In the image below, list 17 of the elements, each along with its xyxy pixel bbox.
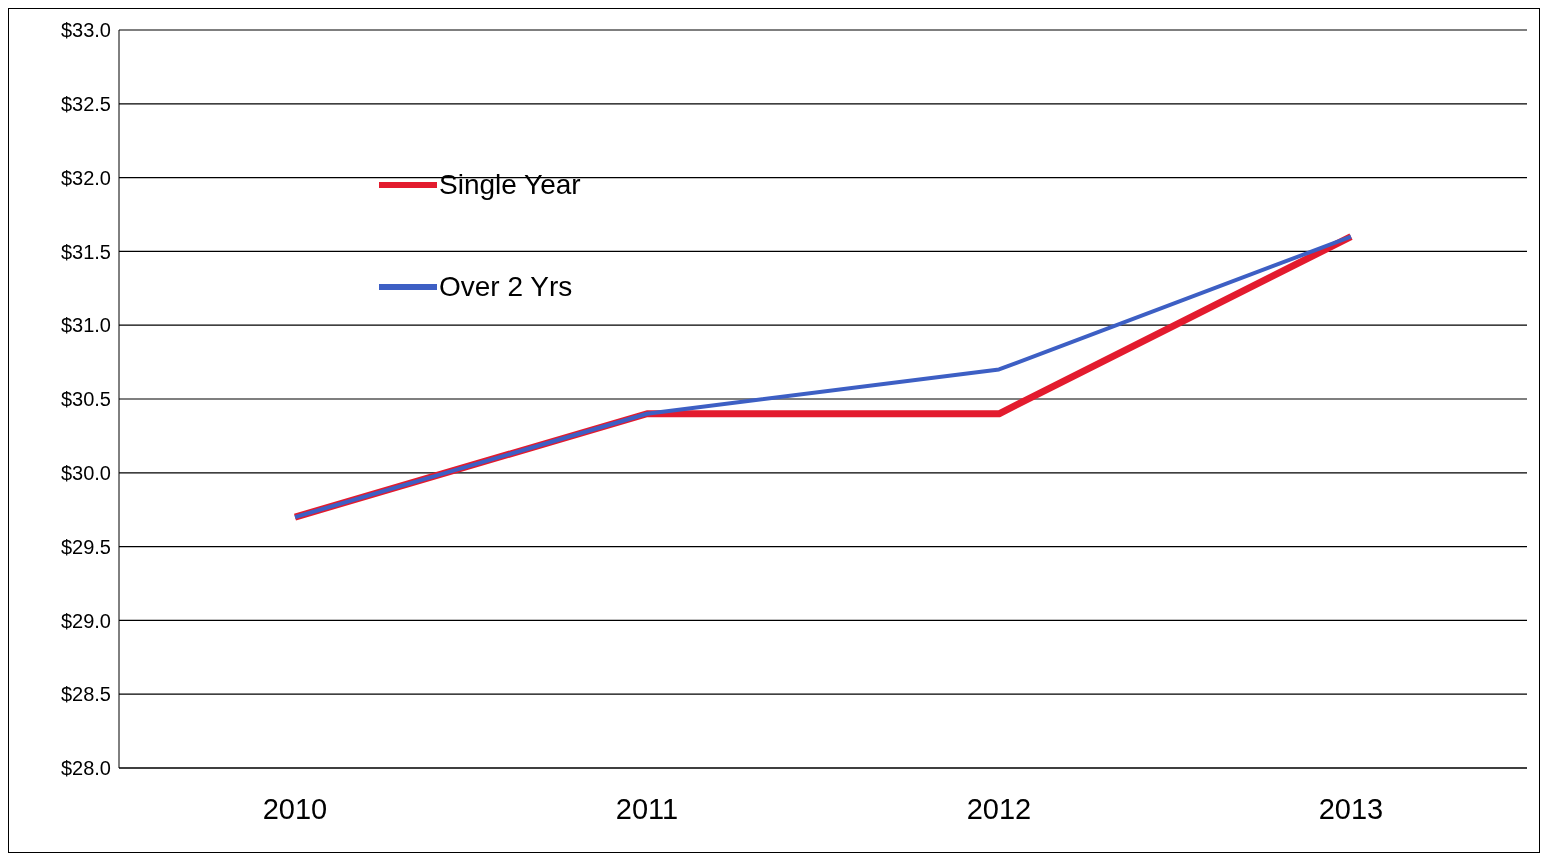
y-tick-label: $30.0 [60, 461, 111, 484]
y-tick-label: $29.0 [60, 609, 111, 632]
y-tick-label: $30.5 [60, 388, 111, 411]
x-tick-label: 2012 [966, 792, 1032, 825]
y-tick-label: $33.0 [60, 19, 111, 42]
x-tick-label: 2011 [615, 792, 679, 825]
y-tick-label: $28.5 [60, 683, 111, 706]
y-tick-label: $31.5 [60, 240, 111, 263]
y-tick-label: $29.5 [60, 535, 111, 558]
legend-label: Single Year [439, 169, 581, 201]
y-tick-label: $32.0 [60, 166, 111, 189]
y-tick-label: $32.5 [60, 92, 111, 115]
x-tick-label: 2010 [262, 792, 328, 825]
x-tick-label: 2013 [1318, 792, 1384, 825]
y-tick-label: $31.0 [60, 314, 111, 337]
legend-label: Over 2 Yrs [439, 271, 573, 303]
y-tick-label: $28.0 [60, 757, 111, 780]
